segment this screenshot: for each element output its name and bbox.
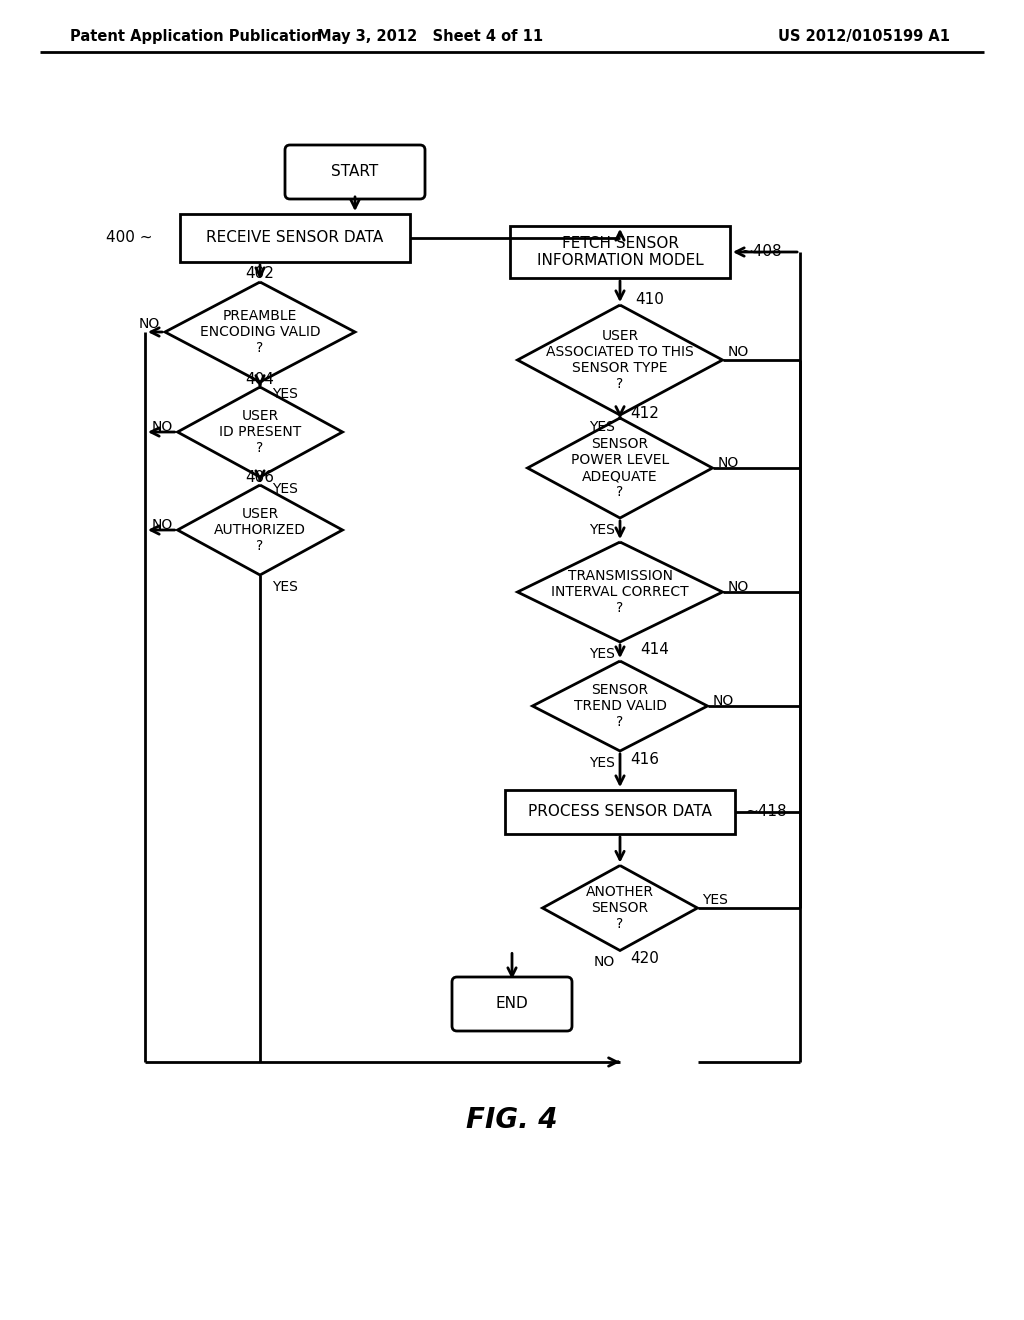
Text: NO: NO [594,956,615,969]
Text: YES: YES [589,420,615,434]
Text: PREAMBLE
ENCODING VALID
?: PREAMBLE ENCODING VALID ? [200,309,321,355]
Text: YES: YES [589,523,615,537]
Text: 400 ~: 400 ~ [105,231,152,246]
Text: YES: YES [702,894,728,907]
Polygon shape [517,543,723,642]
Text: SENSOR
TREND VALID
?: SENSOR TREND VALID ? [573,682,667,729]
Text: ~408: ~408 [740,244,781,260]
Text: NO: NO [138,317,160,331]
Text: 406: 406 [245,470,274,484]
Text: 420: 420 [630,950,658,966]
Text: May 3, 2012   Sheet 4 of 11: May 3, 2012 Sheet 4 of 11 [317,29,543,45]
Text: 416: 416 [630,751,659,767]
Text: US 2012/0105199 A1: US 2012/0105199 A1 [778,29,950,45]
Text: NO: NO [727,579,749,594]
Text: 414: 414 [640,643,669,657]
Text: USER
ID PRESENT
?: USER ID PRESENT ? [219,409,301,455]
Text: SENSOR
POWER LEVEL
ADEQUATE
?: SENSOR POWER LEVEL ADEQUATE ? [570,437,669,499]
Text: NO: NO [713,694,734,708]
FancyBboxPatch shape [452,977,572,1031]
Text: USER
ASSOCIATED TO THIS
SENSOR TYPE
?: USER ASSOCIATED TO THIS SENSOR TYPE ? [546,329,694,391]
Polygon shape [543,866,697,950]
Text: NO: NO [718,455,738,470]
Text: END: END [496,997,528,1011]
Text: NO: NO [727,345,749,359]
Text: 412: 412 [630,405,658,421]
Text: FIG. 4: FIG. 4 [466,1106,558,1134]
Text: NO: NO [152,420,172,434]
Polygon shape [517,305,723,414]
Text: NO: NO [152,517,172,532]
Text: TRANSMISSION
INTERVAL CORRECT
?: TRANSMISSION INTERVAL CORRECT ? [551,569,689,615]
Polygon shape [527,418,713,517]
Text: START: START [332,165,379,180]
Bar [510,226,730,279]
Polygon shape [165,282,355,381]
Text: ANOTHER
SENSOR
?: ANOTHER SENSOR ? [586,884,654,931]
Text: YES: YES [589,756,615,770]
Text: Patent Application Publication: Patent Application Publication [70,29,322,45]
FancyBboxPatch shape [285,145,425,199]
Text: 410: 410 [635,293,664,308]
Bar [180,214,410,261]
Text: 404: 404 [245,371,273,387]
Text: YES: YES [272,387,298,401]
Bar [505,789,735,834]
Polygon shape [177,387,342,477]
Text: USER
AUTHORIZED
?: USER AUTHORIZED ? [214,507,306,553]
Polygon shape [532,661,708,751]
Text: PROCESS SENSOR DATA: PROCESS SENSOR DATA [528,804,712,820]
Text: FETCH SENSOR
INFORMATION MODEL: FETCH SENSOR INFORMATION MODEL [537,236,703,268]
Text: YES: YES [272,482,298,496]
Text: 402: 402 [245,267,273,281]
Text: YES: YES [272,579,298,594]
Polygon shape [177,484,342,576]
Text: ~418: ~418 [745,804,786,820]
Text: RECEIVE SENSOR DATA: RECEIVE SENSOR DATA [207,231,384,246]
Text: YES: YES [589,647,615,661]
